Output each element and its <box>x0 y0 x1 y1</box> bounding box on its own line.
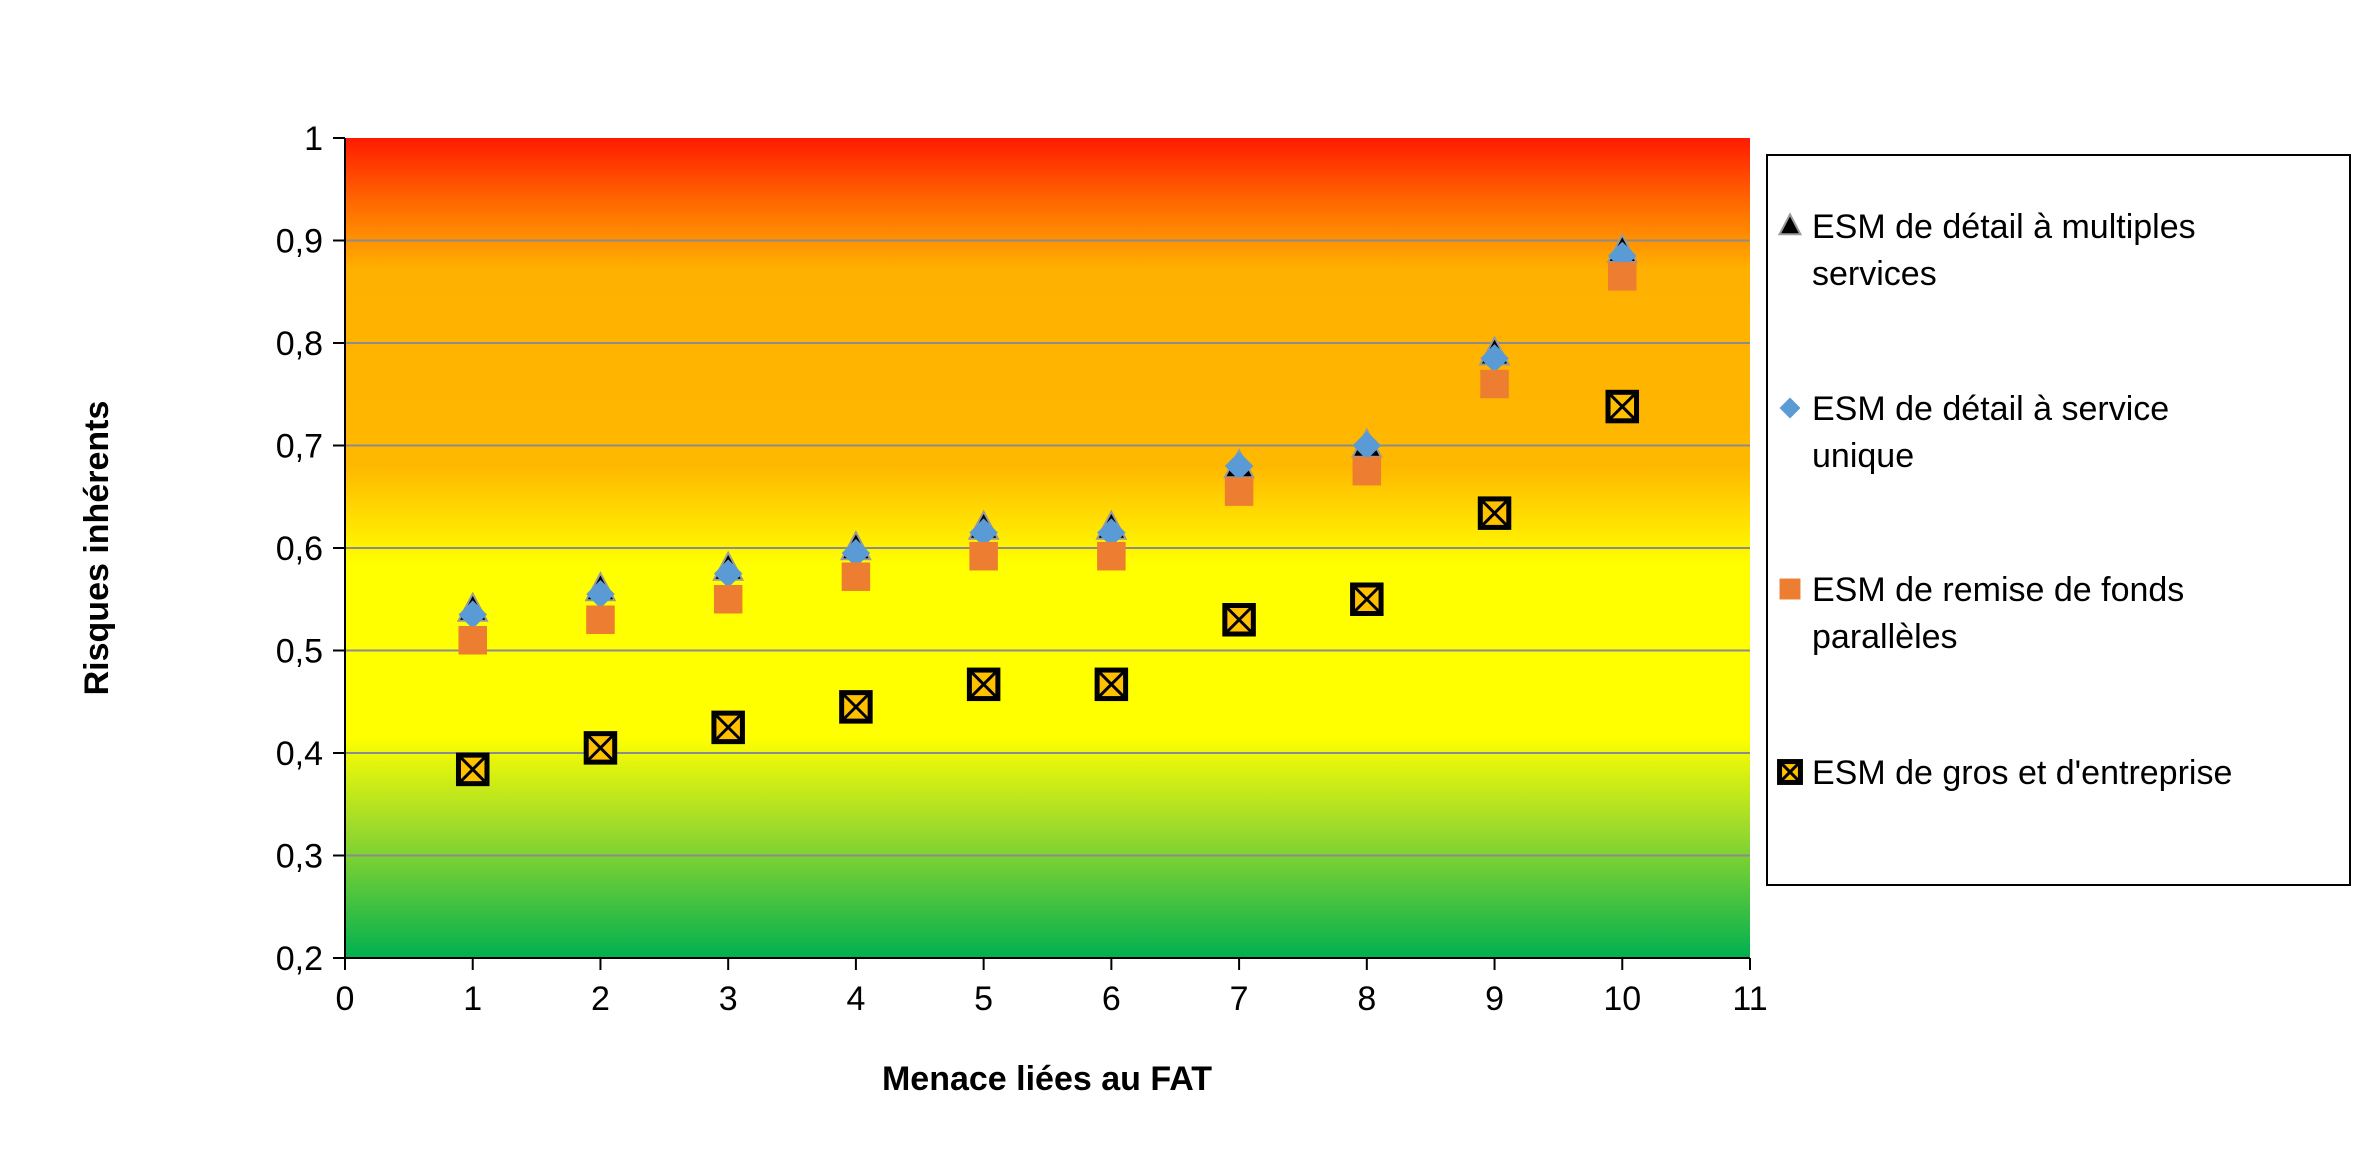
legend-label: ESM de remise de fonds <box>1812 571 2184 609</box>
data-point-x-square <box>583 731 618 765</box>
data-point-x-square <box>1094 667 1129 702</box>
legend-item: ESM de détail à service unique <box>1779 390 2169 475</box>
legend-marker-triangle <box>1777 212 1803 236</box>
legend-label: unique <box>1812 437 1914 475</box>
legend-item: ESM de gros et d'entreprise <box>1777 754 2232 792</box>
legend-marker-square <box>1779 578 1801 600</box>
x-tick-label: 8 <box>1357 980 1376 1018</box>
data-point-square <box>713 585 743 614</box>
legend-label: ESM de détail à multiples <box>1812 208 2196 246</box>
data-point-diamond <box>1480 344 1509 373</box>
legend-label: ESM de détail à service <box>1812 390 2169 428</box>
legend-label: services <box>1812 255 1937 293</box>
x-tick-label: 3 <box>719 980 738 1018</box>
x-tick-label: 5 <box>974 980 993 1018</box>
axes: 0,20,30,40,50,60,70,80,910 1 2 3 4 5 6 7 8 9 10 11 <box>276 120 1768 1018</box>
data-point-square <box>1097 541 1126 571</box>
legend-marker-diamond <box>1779 397 1801 419</box>
y-tick-label: 0,5 <box>276 633 323 671</box>
data-point-x-square <box>839 690 873 724</box>
data-point-square <box>586 605 615 634</box>
y-tick-label: 0,2 <box>276 940 323 978</box>
legend-label: parallèles <box>1812 618 1958 656</box>
y-tick-label: 0,6 <box>276 530 323 568</box>
legend-marker-x-square <box>1777 759 1803 785</box>
y-tick-label: 0,4 <box>276 735 323 773</box>
data-point-diamond <box>969 518 998 547</box>
data-point-square <box>458 626 487 655</box>
y-tick-label: 0,9 <box>276 223 323 261</box>
y-tick-label: 0,7 <box>276 428 323 466</box>
data-point-diamond <box>586 579 615 609</box>
x-axis-title: Menace liées au FAT <box>882 1060 1212 1098</box>
y-axis-title: Risques inhérents <box>78 401 116 696</box>
x-tick-label: 2 <box>591 980 610 1018</box>
data-point-x-square <box>711 710 745 745</box>
data-point-square <box>1352 456 1382 486</box>
x-tick-label: 7 <box>1230 980 1249 1018</box>
data-point-diamond <box>1097 518 1126 547</box>
data-point-x-square <box>1477 496 1512 530</box>
data-point-square <box>1608 262 1637 291</box>
data-point-diamond <box>841 538 871 568</box>
data-point-x-square <box>455 752 490 787</box>
x-tick-label: 6 <box>1102 980 1121 1018</box>
x-tick-label: 11 <box>1732 980 1767 1018</box>
data-points <box>455 232 1640 787</box>
y-tick-label: 0,3 <box>276 838 323 876</box>
legend-item: ESM de détail à multiples services <box>1777 208 2196 293</box>
data-point-square <box>969 541 998 571</box>
y-tick-label: 1 <box>304 120 323 158</box>
data-point-square <box>1224 477 1254 506</box>
data-point-square <box>1480 369 1509 399</box>
legend-item: ESM de remise de fonds parallèles <box>1779 571 2184 656</box>
data-point-x-square <box>1222 603 1256 637</box>
data-point-diamond <box>1224 451 1254 481</box>
data-point-diamond <box>1352 431 1382 460</box>
x-tick-label: 0 <box>336 980 355 1018</box>
gridlines <box>345 239 1750 857</box>
data-point-diamond <box>713 559 743 588</box>
data-point-x-square <box>1605 389 1640 424</box>
x-tick-label: 9 <box>1485 980 1504 1018</box>
data-point-x-square <box>966 667 1001 702</box>
data-point-square <box>841 562 871 591</box>
x-tick-label: 10 <box>1603 980 1641 1018</box>
y-tick-label: 0,8 <box>276 325 323 363</box>
x-tick-label: 1 <box>463 980 482 1018</box>
data-point-x-square <box>1350 582 1384 616</box>
legend-label: ESM de gros et d'entreprise <box>1812 754 2232 792</box>
legend-box <box>1766 154 2351 886</box>
data-point-diamond <box>458 600 487 629</box>
x-tick-label: 4 <box>846 980 865 1018</box>
